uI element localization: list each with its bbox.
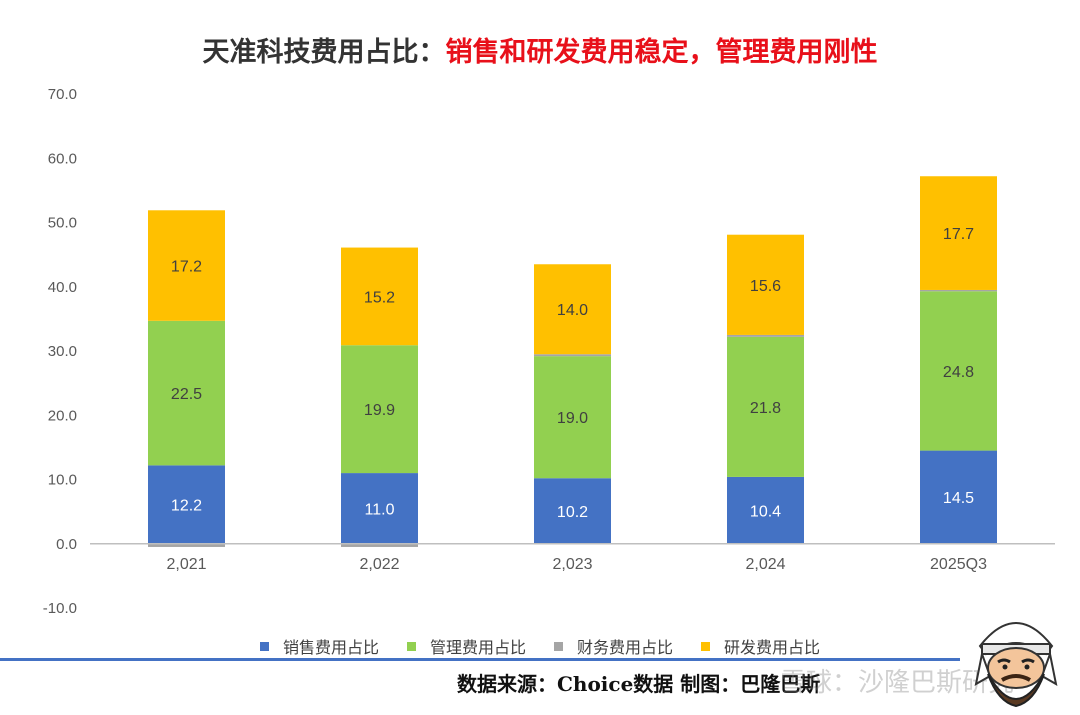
y-tick-label: 30.0 xyxy=(48,343,77,360)
legend-swatch xyxy=(701,641,711,651)
bar-segment xyxy=(534,478,611,544)
y-tick-label: 70.0 xyxy=(48,86,77,103)
data-label: 11.0 xyxy=(365,501,395,518)
y-tick-label: 0.0 xyxy=(56,536,77,553)
bar-segment xyxy=(341,473,418,544)
data-label: 19.0 xyxy=(557,410,588,427)
x-tick-label: 2,021 xyxy=(166,556,206,573)
bar-segment xyxy=(534,354,611,357)
legend-label: 销售费用占比 xyxy=(282,638,379,657)
legend-swatch xyxy=(259,641,269,651)
legend-swatch xyxy=(554,641,563,651)
stacked-bar-chart: 70.0 60.0 50.0 40.0 30.0 20.0 10.0 0.0 -10.0 12.2… xyxy=(43,86,1055,617)
data-label: 12.2 xyxy=(171,498,202,515)
y-tick-label: 20.0 xyxy=(48,407,77,424)
x-tick-label: 2,022 xyxy=(359,556,399,573)
bar-segment xyxy=(920,176,997,290)
legend-item: 销售费用占比 xyxy=(259,634,379,658)
y-tick-label: -10.0 xyxy=(43,600,77,617)
bearded-man-mascot-icon xyxy=(974,622,1058,708)
legend-item: 研发费用占比 xyxy=(701,634,820,658)
bar-segment xyxy=(920,289,997,292)
bar-segment xyxy=(727,334,804,337)
legend-item: 财务费用占比 xyxy=(554,634,673,658)
data-label: 24.8 xyxy=(943,364,974,381)
legend-swatch xyxy=(406,641,416,651)
data-label: 14.5 xyxy=(943,490,974,507)
data-label: 17.2 xyxy=(171,259,202,276)
legend-label: 研发费用占比 xyxy=(724,638,821,657)
y-tick-label: 50.0 xyxy=(48,215,77,232)
chart-title-highlight: 销售和研发费用稳定，管理费用刚性 xyxy=(445,37,878,68)
y-tick-label: 40.0 xyxy=(48,279,77,296)
legend-item: 管理费用占比 xyxy=(406,634,526,658)
data-label: 15.2 xyxy=(364,289,395,306)
y-tick-label: 10.0 xyxy=(48,472,77,489)
bar-segment xyxy=(341,543,418,547)
bar-segment xyxy=(148,543,225,547)
data-label: 21.8 xyxy=(750,400,781,417)
bar-segment xyxy=(148,465,225,544)
bar-segment xyxy=(534,356,611,479)
x-tick-label: 2,023 xyxy=(552,556,592,573)
bar-segment xyxy=(920,450,997,544)
data-label: 10.4 xyxy=(750,503,781,520)
bar-segment xyxy=(341,247,418,346)
data-label: 15.6 xyxy=(750,278,781,295)
bar-segment xyxy=(727,336,804,477)
x-tick-label: 2,024 xyxy=(745,556,785,573)
data-label: 19.9 xyxy=(364,402,395,419)
bar-segment xyxy=(727,476,804,544)
watermark-text: 雪球：沙隆巴斯研究 xyxy=(780,668,1015,698)
data-label: 10.2 xyxy=(557,504,588,521)
legend-label: 管理费用占比 xyxy=(429,638,526,657)
bar-segment xyxy=(148,210,225,321)
data-label: 22.5 xyxy=(171,386,202,403)
bar-segment xyxy=(534,264,611,355)
y-tick-label: 60.0 xyxy=(48,150,77,167)
chart-legend: 销售费用占比 管理费用占比 财务费用占比 研发费用占比 xyxy=(0,634,1080,658)
data-label: 14.0 xyxy=(557,302,588,319)
bar-segment xyxy=(920,291,997,451)
data-label: 17.7 xyxy=(943,226,974,243)
footer-divider xyxy=(0,658,960,661)
bar-segment xyxy=(727,234,804,335)
source-note: 数据来源：Choice数据 制图：巴隆巴斯 xyxy=(457,672,821,696)
bar-segment xyxy=(341,345,418,474)
x-tick-label: 2025Q3 xyxy=(930,556,987,573)
legend-label: 财务费用占比 xyxy=(577,638,674,657)
chart-title: 天准科技费用占比：销售和研发费用稳定，管理费用刚性 xyxy=(0,30,1080,69)
bar-segment xyxy=(148,320,225,466)
chart-title-prefix: 天准科技费用占比： xyxy=(202,37,446,68)
